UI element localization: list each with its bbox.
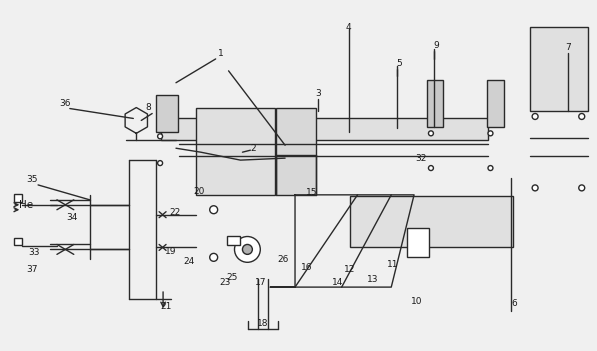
Text: 26: 26: [278, 255, 289, 264]
Text: 10: 10: [411, 298, 423, 306]
Bar: [487, 80, 504, 127]
Circle shape: [578, 113, 584, 119]
Text: 14: 14: [332, 278, 343, 287]
Circle shape: [158, 134, 162, 139]
Bar: [407, 227, 429, 257]
Bar: [227, 236, 241, 245]
Text: 3: 3: [315, 89, 321, 98]
Text: 16: 16: [301, 263, 313, 272]
Circle shape: [532, 113, 538, 119]
Text: 32: 32: [416, 154, 427, 163]
Circle shape: [235, 237, 260, 262]
Text: 22: 22: [170, 208, 181, 217]
Text: 23: 23: [219, 278, 230, 287]
Circle shape: [158, 161, 162, 166]
Circle shape: [532, 185, 538, 191]
Text: 5: 5: [396, 59, 402, 68]
Bar: [530, 27, 587, 111]
Circle shape: [429, 131, 433, 136]
Bar: [427, 80, 443, 127]
Text: 13: 13: [367, 275, 378, 284]
Text: 8: 8: [145, 103, 151, 112]
Text: 20: 20: [193, 187, 205, 196]
Circle shape: [242, 244, 253, 254]
Bar: [350, 196, 513, 247]
Circle shape: [488, 166, 493, 171]
Text: 17: 17: [254, 278, 266, 287]
Text: 12: 12: [344, 265, 355, 274]
Text: 18: 18: [257, 319, 268, 328]
Circle shape: [210, 206, 218, 214]
Text: 21: 21: [161, 303, 172, 311]
Text: 4: 4: [346, 23, 352, 32]
Bar: [14, 238, 22, 245]
Text: 19: 19: [165, 247, 177, 256]
Bar: [14, 194, 22, 202]
Text: 33: 33: [29, 248, 40, 257]
Text: 15: 15: [306, 188, 318, 197]
Circle shape: [210, 253, 218, 261]
Circle shape: [429, 166, 433, 171]
Text: 1: 1: [218, 49, 223, 59]
Text: 24: 24: [183, 257, 195, 266]
Text: 11: 11: [386, 260, 398, 269]
Text: 6: 6: [512, 299, 517, 309]
Text: 25: 25: [227, 273, 238, 282]
Bar: [161, 118, 488, 140]
Text: 37: 37: [26, 265, 38, 274]
Text: 34: 34: [66, 213, 78, 222]
Text: 35: 35: [26, 176, 38, 185]
Circle shape: [488, 131, 493, 136]
Text: 36: 36: [59, 99, 70, 108]
Circle shape: [578, 185, 584, 191]
Text: He: He: [19, 200, 33, 210]
Bar: [276, 107, 316, 195]
Text: 9: 9: [433, 41, 439, 49]
Bar: [156, 95, 178, 132]
Text: 2: 2: [251, 144, 256, 153]
Text: 7: 7: [565, 42, 571, 52]
Bar: [196, 107, 275, 195]
